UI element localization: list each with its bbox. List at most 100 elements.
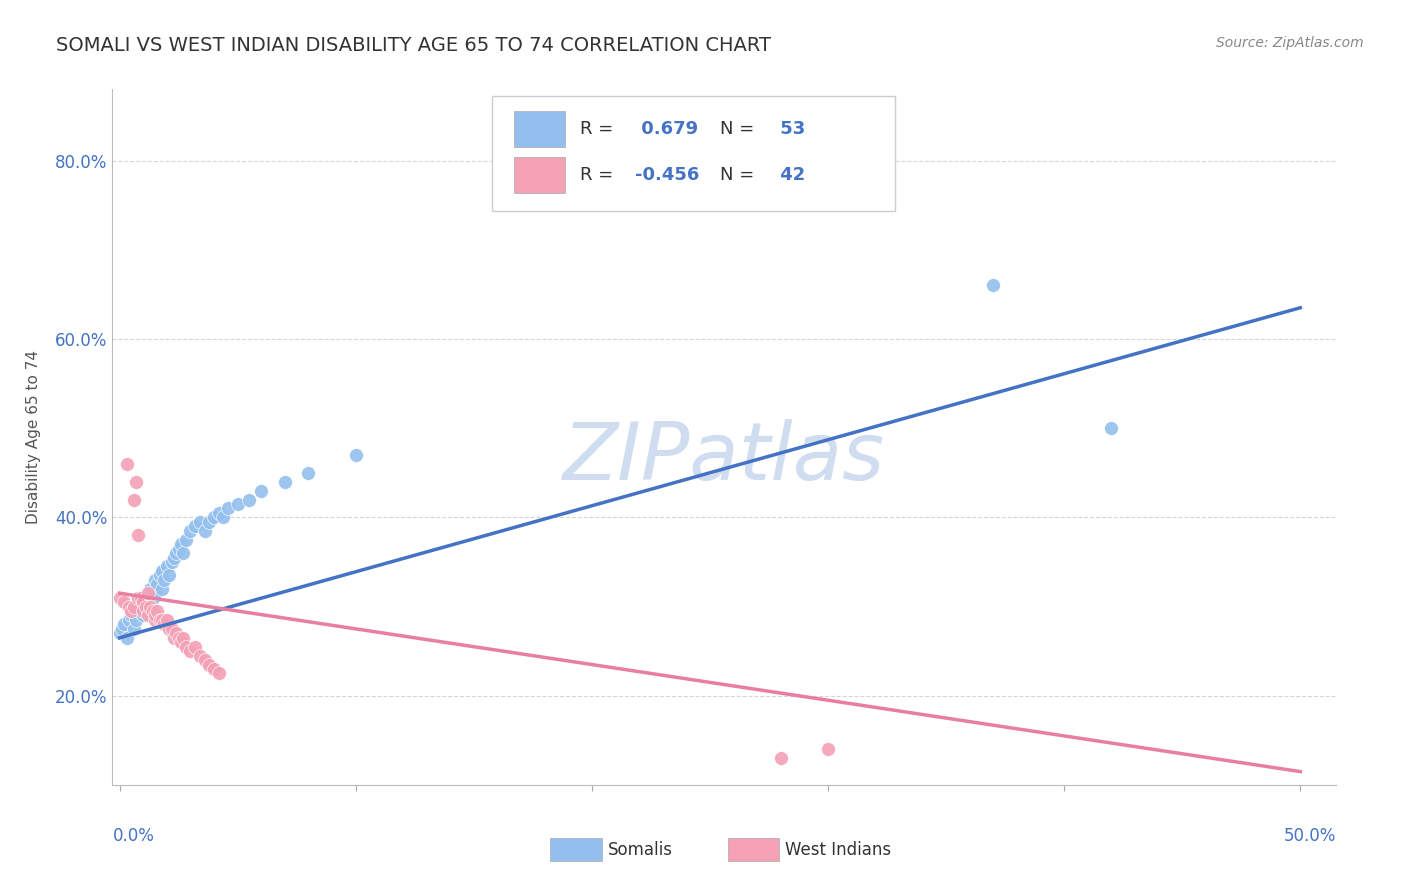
Point [167,541,190,556]
Point [174,533,197,547]
Point [122,599,145,614]
FancyBboxPatch shape [728,838,779,862]
Point [108,591,131,605]
Point [817,742,839,756]
Text: Source: ZipAtlas.com: Source: ZipAtlas.com [1216,36,1364,50]
Text: 50.0%: 50.0% [1284,827,1336,845]
Point [163,550,186,565]
Point [250,483,273,498]
Point [115,631,138,645]
Point [1099,421,1122,435]
Point [120,604,142,618]
Point [118,599,141,614]
Point [146,604,169,618]
Point [188,648,211,663]
Point [202,662,225,676]
Text: West Indians: West Indians [786,840,891,859]
Text: Somalis: Somalis [607,840,673,859]
Point [156,613,179,627]
Point [160,555,183,569]
Point [132,604,155,618]
Point [274,475,297,489]
Point [208,666,231,681]
Point [344,448,367,462]
Point [136,608,159,623]
Point [149,613,172,627]
Point [150,613,173,627]
Point [127,528,149,542]
Point [122,599,145,614]
Point [142,604,165,618]
Text: 0.679: 0.679 [634,120,697,138]
Point [125,613,148,627]
Point [179,644,201,658]
Point [125,475,148,489]
Point [118,613,141,627]
Point [167,631,190,645]
Point [198,515,221,529]
Point [163,631,186,645]
Point [132,595,155,609]
Text: -0.456: -0.456 [634,166,699,184]
Point [111,622,134,636]
Point [165,626,187,640]
Point [172,546,194,560]
Point [112,595,135,609]
Point [217,501,239,516]
Point [122,492,145,507]
Point [769,751,792,765]
Text: SOMALI VS WEST INDIAN DISABILITY AGE 65 TO 74 CORRELATION CHART: SOMALI VS WEST INDIAN DISABILITY AGE 65 … [56,36,772,54]
Point [122,622,145,636]
Point [170,537,193,551]
Point [212,510,235,524]
Point [143,573,166,587]
Point [136,604,159,618]
FancyBboxPatch shape [513,157,565,193]
Point [184,640,207,654]
Text: 53: 53 [775,120,806,138]
Point [129,591,152,605]
Point [142,591,165,605]
Text: 0.0%: 0.0% [112,827,155,845]
Point [226,497,249,511]
Point [981,278,1004,293]
Text: R =: R = [579,120,613,138]
Point [157,568,180,582]
Point [194,524,217,538]
Point [146,577,169,591]
Point [170,635,193,649]
Point [139,599,162,614]
Point [157,622,180,636]
Point [150,564,173,578]
Text: 42: 42 [775,166,806,184]
Text: N =: N = [720,166,755,184]
Point [153,573,176,587]
Point [174,640,197,654]
Point [143,613,166,627]
Point [136,586,159,600]
Point [115,457,138,471]
Point [132,608,155,623]
Point [139,582,162,596]
Point [184,519,207,533]
FancyBboxPatch shape [513,111,565,147]
Point [112,617,135,632]
FancyBboxPatch shape [492,96,896,211]
Point [238,492,260,507]
Point [127,604,149,618]
Point [198,657,221,672]
Point [127,591,149,605]
FancyBboxPatch shape [550,838,602,862]
Point [143,608,166,623]
Point [127,591,149,605]
Point [150,582,173,596]
Text: R =: R = [579,166,613,184]
Point [135,599,157,614]
Point [188,515,211,529]
Point [165,546,187,560]
Point [120,604,142,618]
Text: ZIPatlas: ZIPatlas [562,419,886,497]
Point [172,631,194,645]
Point [149,568,172,582]
Point [120,608,142,623]
